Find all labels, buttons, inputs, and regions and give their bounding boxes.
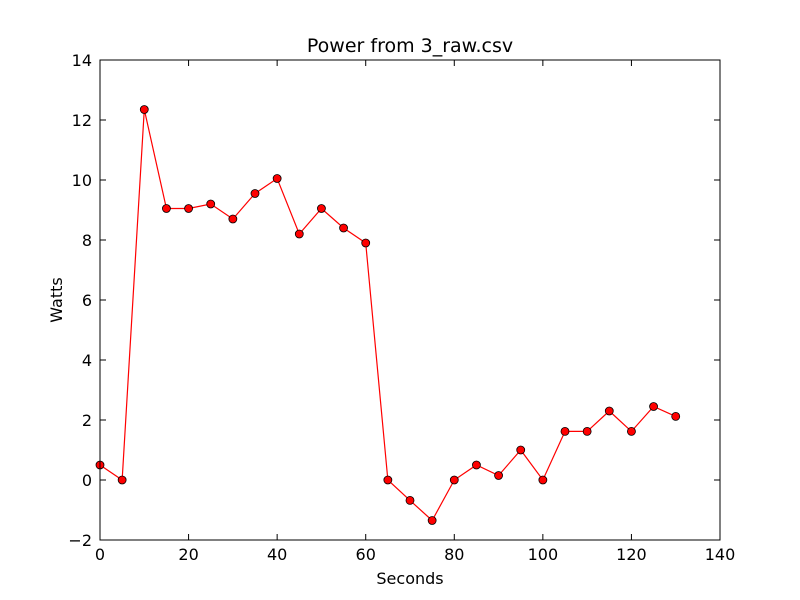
data-point — [206, 199, 216, 209]
data-point — [649, 402, 658, 411]
axes-frame — [99, 59, 721, 541]
data-point — [516, 445, 526, 455]
data-point — [139, 105, 149, 114]
y-tick-label: 2 — [82, 411, 92, 430]
data-point — [228, 214, 238, 224]
data-point — [538, 475, 548, 485]
y-tick-label: 8 — [82, 231, 92, 250]
x-tick-label: 0 — [95, 545, 105, 564]
data-point — [117, 475, 127, 485]
y-tick-label: 10 — [72, 171, 92, 190]
data-point — [582, 426, 592, 436]
series-line — [99, 109, 676, 522]
data-point — [472, 460, 481, 470]
data-point — [317, 204, 326, 213]
x-tick-label: 40 — [267, 545, 287, 564]
x-tick-label: 80 — [444, 545, 464, 564]
y-tick-label: 0 — [82, 471, 92, 490]
x-tick-label: 100 — [528, 545, 559, 564]
data-point — [361, 238, 371, 248]
data-point — [272, 174, 282, 183]
y-tick-label: 6 — [82, 291, 92, 310]
data-point — [449, 475, 459, 485]
y-tick-label: −2 — [68, 531, 92, 550]
y-tick-label: 14 — [72, 51, 92, 70]
data-point — [405, 495, 415, 505]
chart-title: Power from 3_raw.csv — [307, 35, 513, 57]
x-axis-label: Seconds — [376, 569, 443, 588]
x-tick-label: 20 — [178, 545, 198, 564]
data-point — [604, 406, 614, 416]
data-point — [294, 229, 304, 239]
data-point — [560, 426, 570, 436]
data-point — [339, 223, 348, 233]
y-axis-label: Watts — [47, 277, 66, 322]
y-tick-label: 12 — [72, 111, 92, 130]
data-point — [494, 471, 503, 480]
y-tick-label: 4 — [82, 351, 92, 370]
data-point — [671, 411, 681, 421]
data-point — [162, 204, 171, 213]
data-point — [383, 475, 393, 485]
x-tick-label: 60 — [356, 545, 376, 564]
data-point — [250, 189, 260, 198]
x-tick-label: 140 — [705, 545, 736, 564]
x-tick-label: 120 — [616, 545, 647, 564]
data-point — [427, 516, 437, 525]
data-point — [627, 426, 636, 436]
data-point — [184, 204, 193, 213]
